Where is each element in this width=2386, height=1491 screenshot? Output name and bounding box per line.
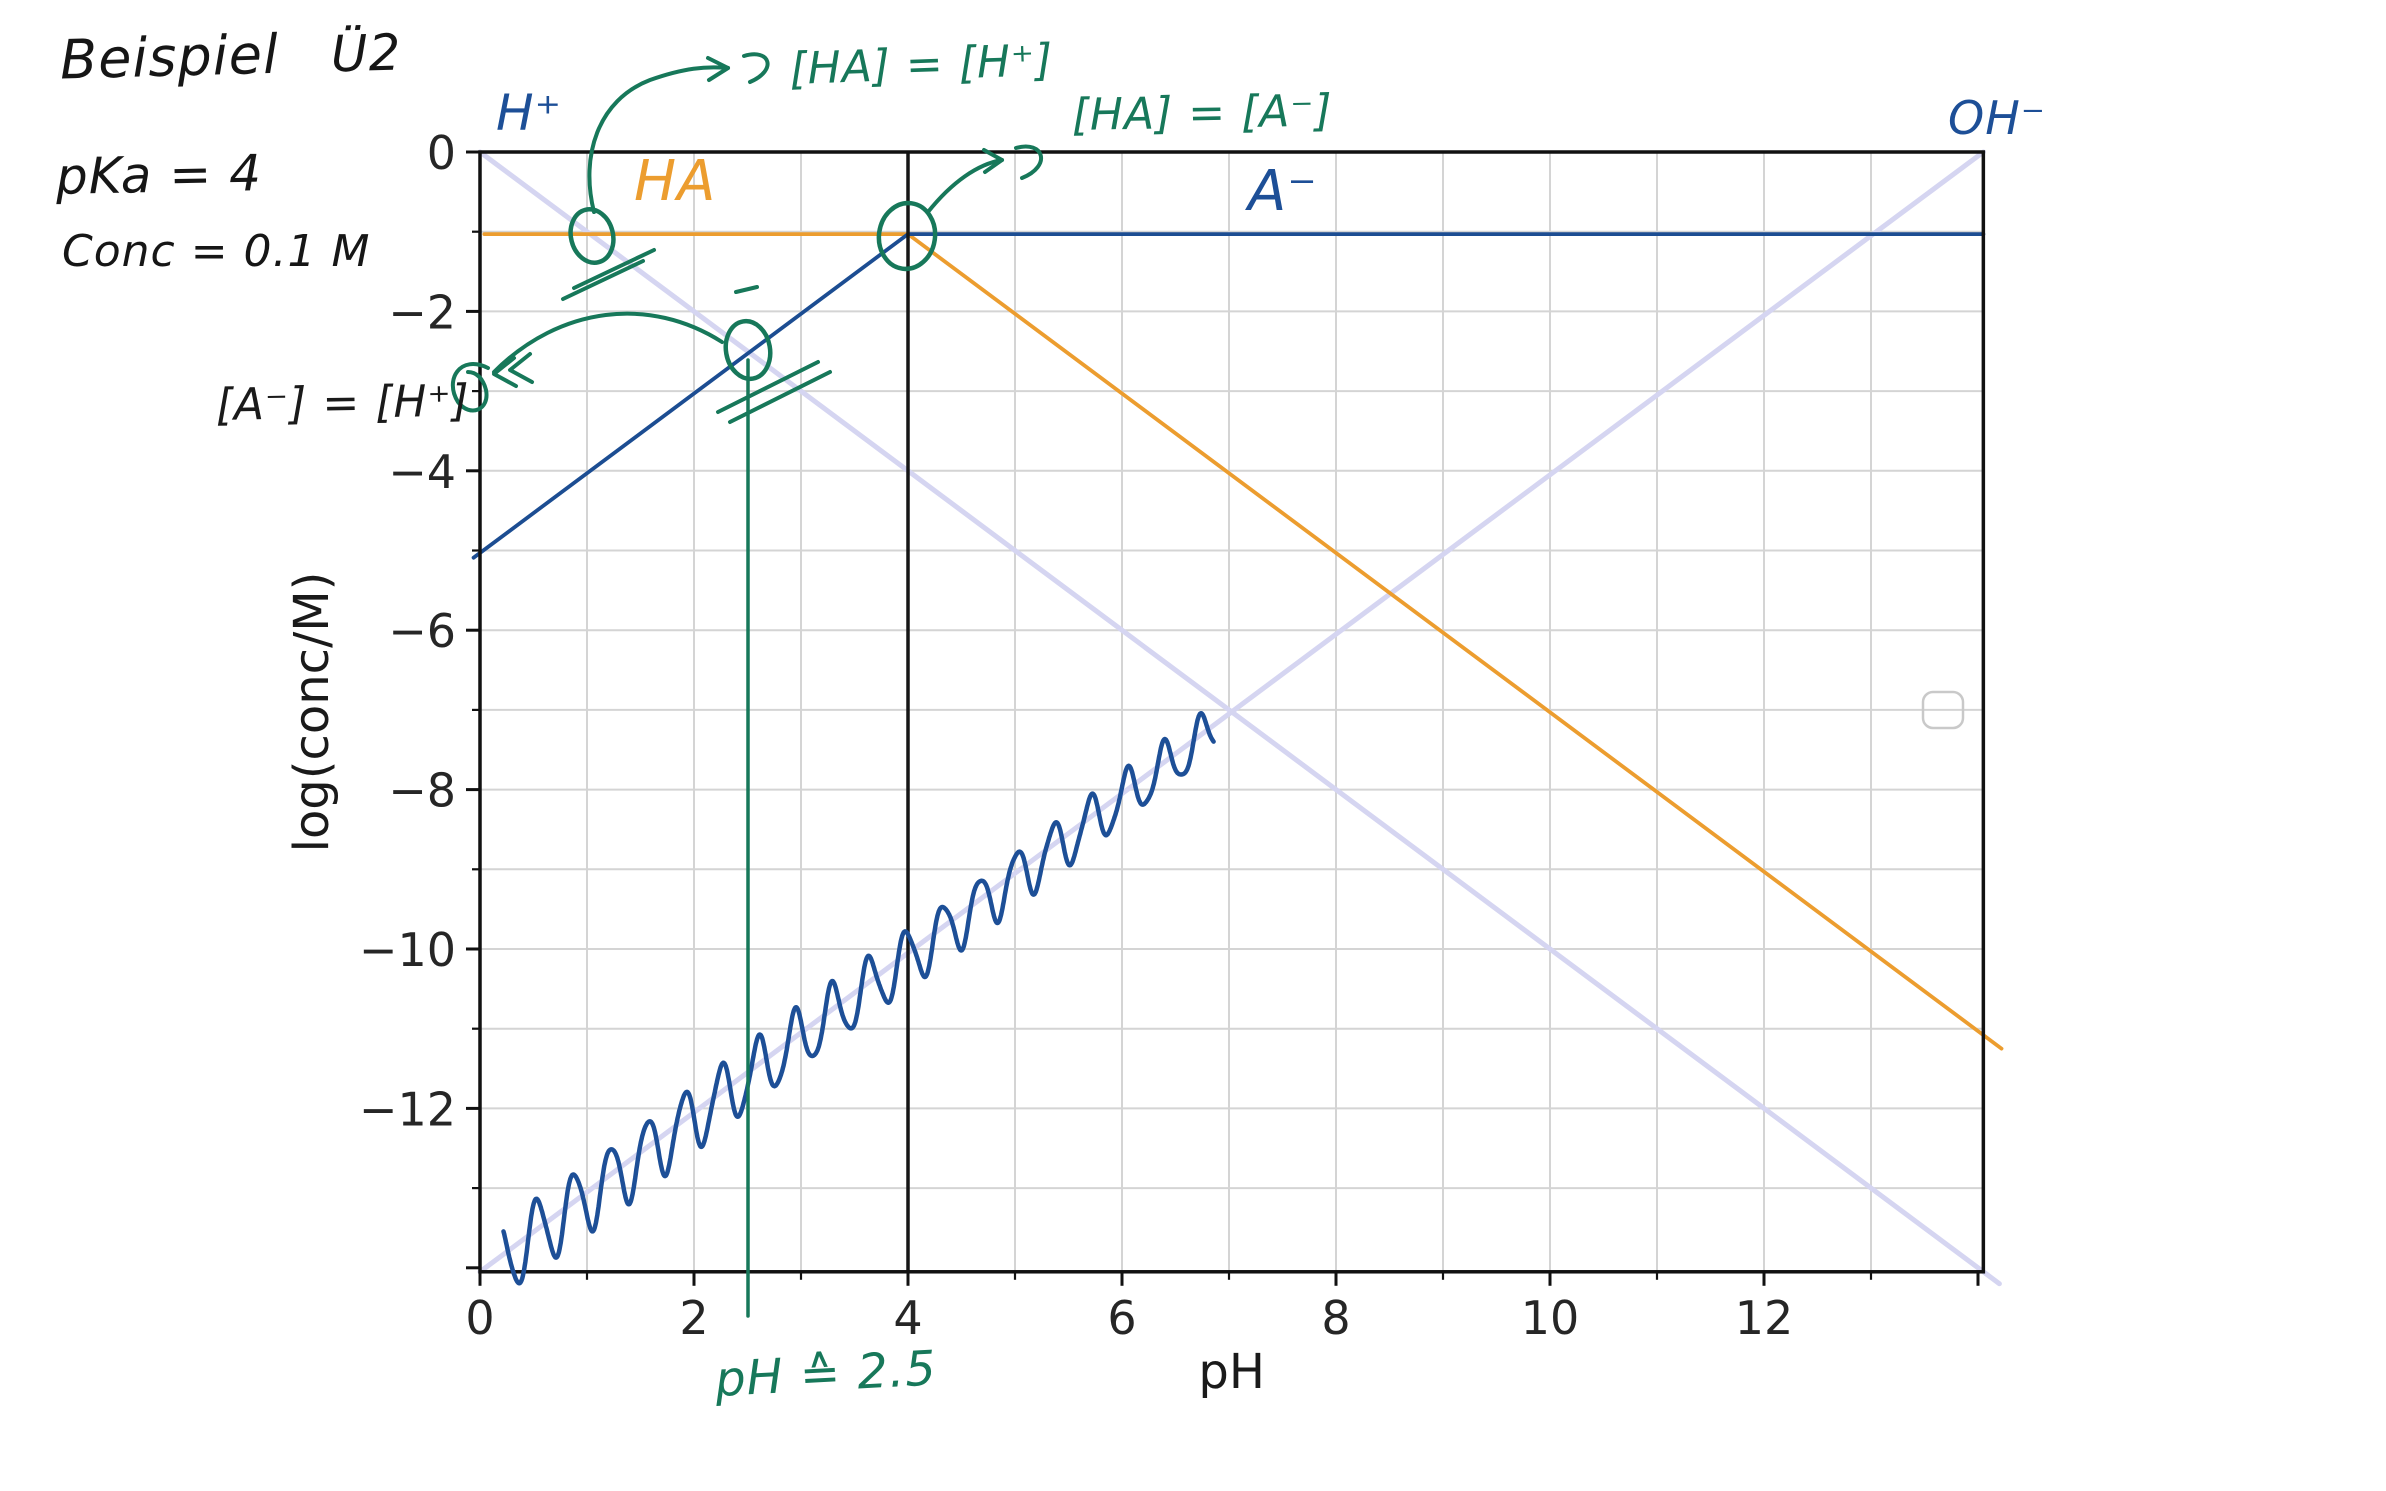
- x-tick-label-8: 8: [1321, 1291, 1350, 1345]
- hatch-ph1: [561, 248, 656, 301]
- eq-ha-hplus: [HA] = [H⁺]: [789, 35, 1055, 95]
- y-tick-label-−6: −6: [388, 604, 456, 658]
- series-h-water-line: [477, 149, 2002, 1287]
- ui-artifact: [1921, 690, 1965, 730]
- arrow-to-eq3: [492, 311, 724, 374]
- label-oh-minus: OH⁻: [1948, 91, 2046, 145]
- series-ha: [482, 232, 2004, 1051]
- eq-ha-aminus: [HA] = [A⁻]: [1071, 85, 1333, 141]
- x-tick-label-6: 6: [1107, 1291, 1136, 1345]
- x-axis-label: pH: [1198, 1344, 1265, 1400]
- y-tick-label-0: 0: [427, 126, 456, 180]
- note-title: Beispiel Ü2: [59, 20, 402, 92]
- axes-box: [478, 150, 1986, 1274]
- arrow-to-eq1-head: [706, 56, 730, 82]
- hatch-ph25: [716, 360, 832, 424]
- label-a-minus: A⁻: [1245, 159, 1318, 224]
- note-beispiel: Beispiel: [59, 22, 280, 92]
- y-tick-label-−2: −2: [388, 285, 456, 339]
- y-tick-label-−8: −8: [388, 764, 456, 818]
- y-tick-label-−10: −10: [359, 923, 456, 977]
- x-tick-label-4: 4: [893, 1291, 922, 1345]
- note-pka: pKa = 4: [55, 144, 263, 206]
- circle-aminus-eq-hplus: [723, 318, 773, 382]
- y-axis-label: log(conc/M): [284, 572, 340, 853]
- label-h-plus: H⁺: [496, 84, 562, 142]
- y-tick-label-−4: −4: [388, 445, 456, 499]
- circle-ha-eq-hplus: [568, 207, 616, 265]
- handwritten-notes: Beispiel Ü2 pKa = 4 Conc = 0.1 M: [0, 0, 460, 320]
- x-tick-label-12: 12: [1735, 1291, 1794, 1345]
- x-tick-label-10: 10: [1521, 1291, 1580, 1345]
- dash-above-circle3: [734, 285, 759, 294]
- hand-squiggle-oh-line: [501, 711, 1216, 1286]
- arrow-to-eq3-loop: [451, 362, 490, 413]
- y-tick-label-−12: −12: [359, 1082, 456, 1136]
- x-tick-label-2: 2: [679, 1291, 708, 1345]
- arrow-to-eq2: [926, 158, 1004, 214]
- label-ha: HA: [634, 149, 716, 214]
- arrow-to-eq3-chevrons: [492, 352, 534, 388]
- eq-aminus-hplus: [A⁻] = [H⁺]: [215, 376, 470, 431]
- arrow-to-eq1-hook: [742, 52, 770, 84]
- note-ue2: Ü2: [330, 23, 403, 84]
- arrow-to-eq2-head: [982, 148, 1004, 174]
- ph-estimate: pH ≙ 2.5: [713, 1340, 938, 1408]
- circle-ha-eq-aminus: [876, 200, 938, 272]
- note-conc: Conc = 0.1 M: [62, 226, 371, 277]
- arrow-to-eq1: [587, 65, 730, 214]
- x-tick-label-0: 0: [465, 1291, 494, 1345]
- arrow-to-eq2-hook: [1014, 144, 1043, 180]
